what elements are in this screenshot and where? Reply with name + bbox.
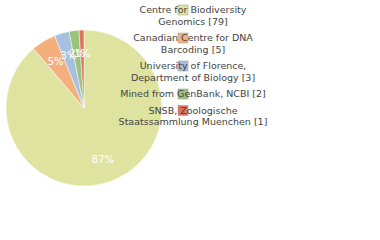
svg-text:1%: 1% bbox=[74, 48, 90, 59]
svg-text:University of Florence,Departm: University of Florence,Department of Bio… bbox=[131, 60, 255, 83]
svg-text:Centre for BiodiversityGenomic: Centre for BiodiversityGenomics [79] bbox=[140, 4, 247, 27]
svg-text:5%: 5% bbox=[47, 55, 64, 67]
svg-text:Canadian Centre for DNABarcodi: Canadian Centre for DNABarcoding [5] bbox=[133, 32, 253, 55]
svg-text:SNSB, ZoologischeStaatssammlun: SNSB, ZoologischeStaatssammlung Muenchen… bbox=[119, 105, 268, 128]
svg-text:Mined from GenBank, NCBI [2]: Mined from GenBank, NCBI [2] bbox=[120, 88, 266, 99]
svg-text:87%: 87% bbox=[92, 154, 114, 165]
